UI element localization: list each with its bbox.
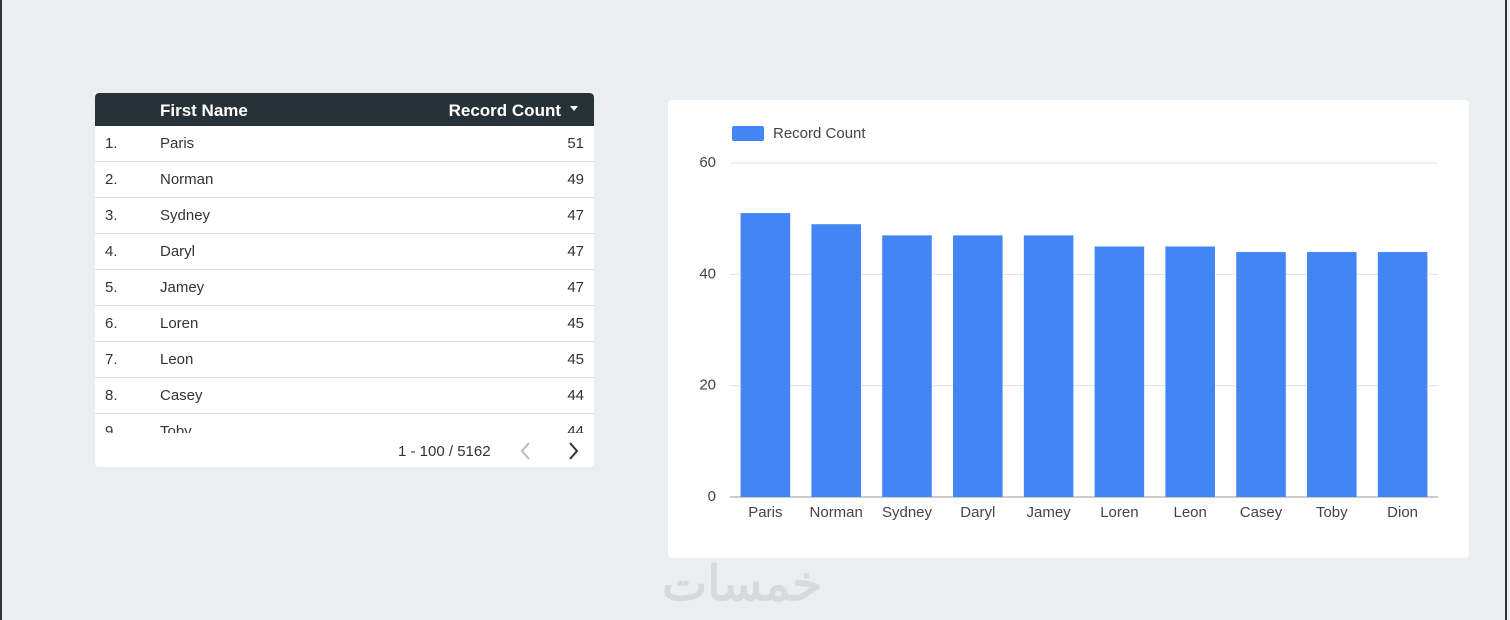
record-count: 51	[567, 135, 584, 152]
record-count: 49	[567, 171, 584, 188]
row-index: 4.	[105, 243, 118, 260]
bar	[1236, 252, 1286, 497]
first-name: Jamey	[160, 279, 205, 296]
x-tick-label: Leon	[1174, 504, 1207, 521]
bar	[1165, 246, 1215, 497]
table-header: First Name Record Count	[95, 93, 594, 126]
watermark: خمسات	[662, 558, 823, 611]
x-tick-label: Paris	[748, 504, 782, 521]
y-tick-label: 40	[699, 265, 716, 282]
y-tick-label: 0	[708, 488, 716, 505]
bar	[811, 224, 861, 497]
x-tick-label: Sydney	[882, 504, 933, 521]
table-row: 2. Norman 49	[95, 162, 594, 198]
first-name: Loren	[160, 315, 199, 332]
bar	[1307, 252, 1357, 497]
first-name: Norman	[160, 171, 214, 188]
chart-card: 0 20 40 60 Record Count Paris Norman Sydney Dary…	[668, 100, 1469, 558]
column-header[interactable]: First Name	[160, 101, 248, 120]
record-count: 47	[567, 279, 584, 296]
x-tick-label: Jamey	[1027, 504, 1072, 521]
x-tick-label: Dion	[1387, 504, 1418, 521]
record-count: 47	[567, 207, 584, 224]
table-row: 3. Sydney 47	[95, 198, 594, 234]
first-name: Sydney	[160, 207, 211, 224]
row-index: 8.	[105, 387, 118, 404]
y-tick-label: 20	[699, 377, 716, 394]
next-page[interactable]	[566, 441, 580, 461]
table-row: 5. Jamey 47	[95, 270, 594, 306]
bar	[882, 235, 932, 497]
table-card: First Name Record Count 1. Paris 51 2. Norma…	[95, 93, 594, 467]
first-name: Paris	[160, 135, 195, 152]
legend-swatch	[732, 126, 764, 141]
legend-label: Record Count	[773, 125, 866, 142]
table-row: 8. Casey 44	[95, 378, 594, 414]
row-index: 6.	[105, 315, 118, 332]
first-name: Toby	[160, 423, 192, 433]
bar	[1377, 252, 1428, 497]
row-index: 3.	[105, 207, 118, 224]
y-tick-label: 60	[699, 154, 716, 171]
first-name: Leon	[160, 351, 194, 368]
row-index: 1.	[105, 135, 118, 152]
first-name: Daryl	[160, 243, 196, 260]
table-row: 7. Leon 45	[95, 342, 594, 378]
table-row: 6. Loren 45	[95, 306, 594, 342]
row-index: 5.	[105, 279, 118, 296]
sort-icon[interactable]	[570, 106, 578, 112]
table-row: 4. Daryl 47	[95, 234, 594, 270]
prev-page[interactable]	[519, 441, 533, 461]
table-body: 1. Paris 51 2. Norman 49 3. Sydney 47 4. Daryl 47 5.…	[95, 126, 594, 433]
table-row: 9. Toby 44	[95, 414, 594, 433]
row-index: 7.	[105, 351, 118, 368]
bar	[953, 235, 1003, 497]
bar	[1094, 246, 1145, 497]
column-header[interactable]: Record Count	[448, 101, 561, 120]
chart: 0 20 40 60 Record Count Paris Norman Sydney Dary…	[699, 125, 1438, 521]
x-tick-label: Casey	[1240, 504, 1283, 521]
record-count: 44	[567, 387, 584, 404]
pagination-label: 1 - 100 / 5162	[398, 443, 491, 460]
record-count: 45	[567, 351, 584, 368]
record-count: 47	[567, 243, 584, 260]
row-index: 2.	[105, 171, 118, 188]
bar	[1023, 235, 1074, 497]
first-name: Casey	[160, 387, 203, 404]
table-row: 1. Paris 51	[95, 126, 594, 162]
record-count: 45	[567, 315, 584, 332]
record-count: 44	[567, 423, 584, 433]
x-tick-label: Daryl	[960, 504, 995, 521]
x-tick-label: Toby	[1316, 504, 1348, 521]
bar	[740, 213, 791, 497]
x-tick-label: Loren	[1100, 504, 1138, 521]
x-tick-label: Norman	[810, 504, 863, 521]
row-index: 9.	[105, 423, 118, 433]
